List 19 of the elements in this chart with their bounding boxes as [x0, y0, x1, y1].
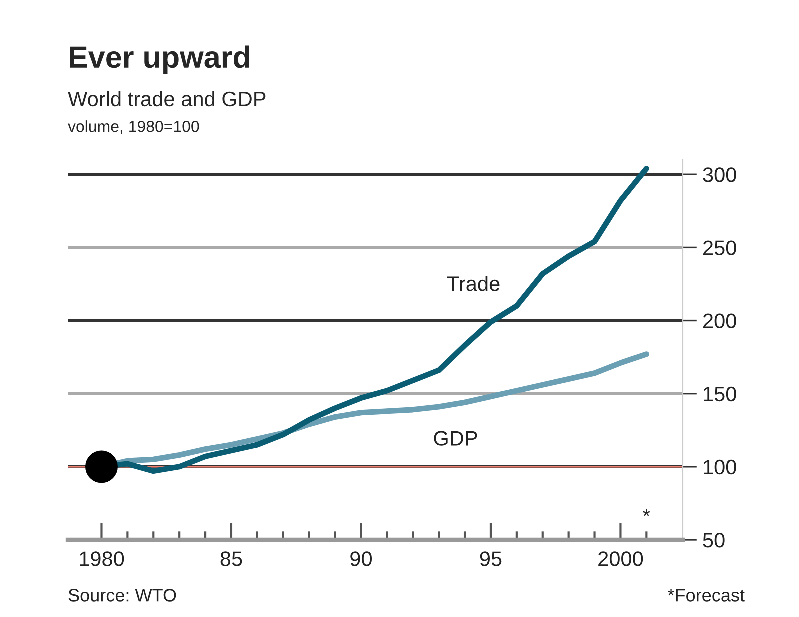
source-note: Source: WTO — [68, 589, 176, 602]
x-tick-label: 90 — [350, 552, 372, 566]
y-tick-label: 250 — [703, 240, 736, 256]
x-tick-label: 85 — [220, 552, 242, 566]
y-tick-label: 200 — [703, 314, 736, 329]
y-tick-label: 50 — [703, 533, 725, 548]
y-axis-title: volume, 1980=100 — [68, 120, 200, 134]
series-label: Trade — [447, 276, 500, 292]
x-tick-label: 95 — [480, 552, 502, 566]
chart-title: Ever upward — [70, 46, 250, 74]
y-tick-label: 150 — [704, 386, 736, 402]
annotation: * — [643, 509, 650, 516]
series-label: GDP — [434, 431, 478, 446]
x-tick-label: 2000 — [598, 552, 644, 566]
chart-subtitle: World trade and GDP — [68, 91, 266, 107]
text: *Forecast — [668, 589, 745, 602]
y-tick-label: 100 — [704, 460, 736, 475]
x-tick-label: 1980 — [80, 552, 124, 566]
y-tick-label: 300 — [703, 168, 736, 182]
